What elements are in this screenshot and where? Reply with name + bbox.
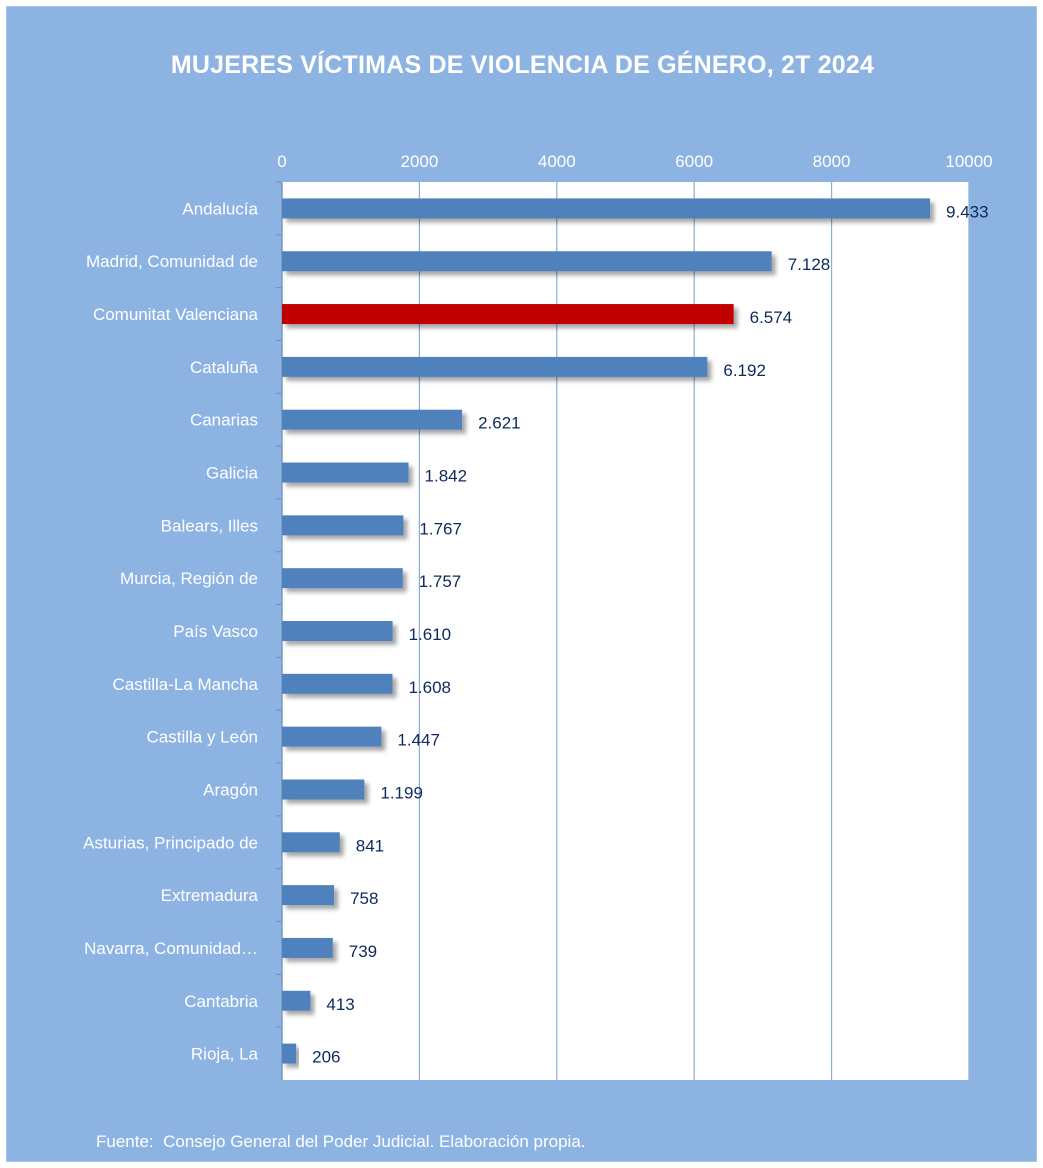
bar bbox=[282, 304, 734, 325]
data-label: 758 bbox=[350, 889, 378, 908]
x-tick-label: 6000 bbox=[675, 152, 713, 171]
category-label: Castilla-La Mancha bbox=[112, 675, 258, 694]
category-label: Galicia bbox=[206, 464, 259, 483]
plot-area bbox=[282, 182, 969, 1080]
category-label: Canarias bbox=[190, 411, 258, 430]
x-axis-ticks: 0 2000 4000 6000 8000 10000 bbox=[277, 152, 992, 171]
category-label: Comunitat Valenciana bbox=[93, 305, 259, 324]
data-label: 7.128 bbox=[788, 255, 831, 274]
category-label: Cataluña bbox=[190, 358, 259, 377]
bar bbox=[282, 1043, 297, 1064]
category-label: País Vasco bbox=[173, 622, 258, 641]
data-label: 6.574 bbox=[750, 308, 793, 327]
category-label: Andalucía bbox=[182, 199, 258, 218]
bar bbox=[282, 251, 772, 272]
bar bbox=[282, 462, 409, 483]
bar bbox=[282, 726, 382, 747]
x-tick-label: 4000 bbox=[538, 152, 576, 171]
data-label: 1.610 bbox=[409, 625, 452, 644]
data-label: 2.621 bbox=[478, 414, 521, 433]
x-tick-label: 2000 bbox=[400, 152, 438, 171]
bar bbox=[282, 937, 333, 958]
data-label: 1.608 bbox=[408, 678, 451, 697]
data-label: 206 bbox=[312, 1048, 340, 1067]
category-label: Madrid, Comunidad de bbox=[86, 252, 258, 271]
data-label: 413 bbox=[326, 995, 354, 1014]
x-tick-label: 8000 bbox=[813, 152, 851, 171]
bar bbox=[282, 356, 708, 377]
chart-title: MUJERES VÍCTIMAS DE VIOLENCIA DE GÉNERO,… bbox=[170, 51, 875, 79]
category-labels: Andalucía Madrid, Comunidad de Comunitat V… bbox=[83, 199, 258, 1063]
data-label: 1.447 bbox=[397, 731, 440, 750]
category-label: Asturias, Principado de bbox=[83, 833, 258, 852]
x-tick-label: 10000 bbox=[945, 152, 992, 171]
data-label: 1.842 bbox=[425, 467, 468, 486]
category-label: Rioja, La bbox=[191, 1045, 259, 1064]
category-label: Navarra, Comunidad… bbox=[84, 939, 258, 958]
category-label: Extremadura bbox=[161, 886, 259, 905]
bar bbox=[282, 515, 404, 536]
bar bbox=[282, 568, 403, 589]
source-note: Fuente: Consejo General del Poder Judici… bbox=[96, 1132, 586, 1151]
bar bbox=[282, 885, 335, 906]
bar bbox=[282, 673, 393, 694]
x-tick-label: 0 bbox=[277, 152, 286, 171]
bar bbox=[282, 832, 340, 853]
data-label: 1.767 bbox=[419, 519, 462, 538]
bar bbox=[282, 779, 365, 800]
bar bbox=[282, 621, 393, 641]
category-label: Cantabria bbox=[184, 992, 258, 1011]
category-label: Aragón bbox=[203, 780, 258, 799]
bar bbox=[282, 990, 311, 1011]
data-label: 6.192 bbox=[723, 361, 766, 380]
category-label: Castilla y León bbox=[146, 728, 258, 747]
data-label: 1.199 bbox=[380, 783, 423, 802]
data-label: 1.757 bbox=[419, 572, 462, 591]
bars bbox=[282, 198, 931, 1064]
data-label: 739 bbox=[349, 942, 377, 961]
category-label: Balears, Illes bbox=[161, 516, 258, 535]
category-label: Murcia, Región de bbox=[120, 569, 258, 588]
bar bbox=[282, 409, 463, 430]
bar bbox=[282, 198, 931, 219]
value-labels: 9.433 7.128 6.574 6.192 2.621 1.842 1.767 1.757… bbox=[312, 202, 988, 1066]
data-label: 9.433 bbox=[946, 202, 989, 221]
data-label: 841 bbox=[356, 836, 384, 855]
